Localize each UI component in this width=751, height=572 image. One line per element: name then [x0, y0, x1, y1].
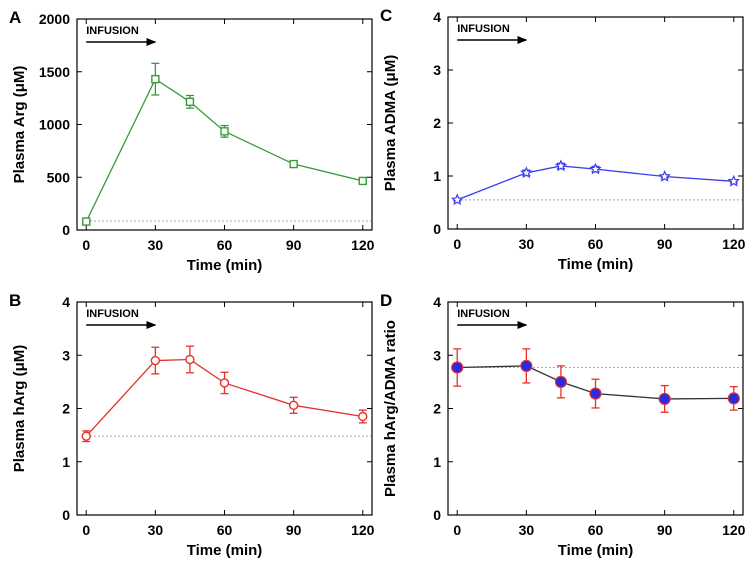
- x-tick-label: 0: [453, 522, 461, 538]
- plot-frame: [76, 18, 373, 231]
- y-tick-label: 2: [433, 401, 441, 417]
- data-point: [520, 166, 533, 179]
- y-axis-label: Plasma hArg/ADMA ratio: [382, 320, 399, 497]
- x-tick-label: 0: [82, 237, 90, 253]
- data-point: [185, 354, 195, 365]
- data-point: [554, 159, 568, 172]
- x-tick-label: 60: [588, 236, 604, 252]
- x-tick-label: 90: [286, 237, 302, 253]
- x-tick-label: 30: [519, 236, 535, 252]
- x-axis-label: Time (min): [187, 542, 263, 559]
- y-tick-label: 1500: [39, 64, 70, 80]
- x-axis-label: Time (min): [187, 257, 263, 274]
- series-line: [85, 78, 363, 222]
- y-tick-label: 2: [433, 115, 441, 131]
- data-point: [358, 176, 367, 186]
- x-tick-label: 0: [453, 236, 461, 252]
- data-point: [288, 400, 299, 411]
- infusion-label: INFUSION: [86, 25, 139, 37]
- y-axis-label: Plasma ADMA (μM): [382, 55, 399, 191]
- x-tick-label: 60: [217, 237, 233, 253]
- x-tick-label: 120: [351, 237, 375, 253]
- x-tick-label: 30: [519, 522, 535, 538]
- panel-a: A 0 500 1000 1500 2000 0 30 60 90 120 Time (min) Pla…: [9, 8, 375, 274]
- x-tick-label: 90: [657, 236, 673, 252]
- y-tick-label: 3: [62, 347, 70, 363]
- data-point: [451, 193, 464, 206]
- data-point: [358, 411, 368, 422]
- data-point: [289, 159, 298, 169]
- data-point: [185, 97, 195, 107]
- x-tick-label: 30: [148, 237, 164, 253]
- x-tick-label: 90: [286, 522, 302, 538]
- data-point: [727, 392, 740, 405]
- data-point: [81, 431, 91, 441]
- y-axis-label: Plasma hArg (μM): [11, 345, 28, 473]
- y-tick-label: 0: [433, 507, 441, 523]
- plot-frame: [447, 16, 744, 230]
- data-point: [589, 162, 602, 175]
- x-tick-label: 0: [82, 522, 90, 538]
- x-tick-label: 120: [722, 236, 746, 252]
- panel-c: C 0 1 2 3 4 0 30 60 90 120 Time (min) Plasma ADMA (μ…: [380, 6, 746, 273]
- data-point: [554, 375, 568, 388]
- x-tick-label: 120: [351, 522, 375, 538]
- series-line: [85, 358, 363, 437]
- panel-b: B 0 1 2 3 4 0 30 60 90 120 Time (min) Plasma hArg (μ…: [9, 291, 375, 559]
- y-tick-label: 2: [62, 401, 70, 417]
- data-point: [658, 392, 671, 406]
- x-tick-label: 30: [148, 522, 164, 538]
- y-tick-label: 4: [433, 9, 441, 25]
- data-point: [219, 378, 230, 388]
- plot-frame: [76, 301, 373, 516]
- y-tick-label: 0: [62, 507, 70, 523]
- y-tick-label: 4: [433, 294, 441, 310]
- x-tick-label: 120: [722, 522, 746, 538]
- series-line: [457, 365, 734, 400]
- y-tick-label: 0: [433, 221, 441, 237]
- panel-label: A: [9, 8, 21, 27]
- x-axis-label: Time (min): [558, 256, 634, 273]
- infusion-label: INFUSION: [86, 308, 139, 320]
- infusion-label: INFUSION: [457, 308, 510, 320]
- y-axis-label: Plasma Arg (μM): [11, 66, 28, 184]
- y-tick-label: 1: [62, 454, 70, 470]
- y-tick-label: 1: [433, 168, 441, 184]
- panel-label: B: [9, 291, 21, 310]
- y-tick-label: 2000: [39, 11, 70, 27]
- panel-label: C: [380, 6, 392, 25]
- data-point: [658, 170, 671, 182]
- x-tick-label: 60: [217, 522, 233, 538]
- data-point: [451, 361, 464, 374]
- series-line: [456, 165, 734, 201]
- y-tick-label: 3: [433, 62, 441, 78]
- infusion-label: INFUSION: [457, 23, 510, 35]
- y-tick-label: 3: [433, 347, 441, 363]
- x-tick-label: 60: [588, 522, 604, 538]
- data-point: [727, 174, 740, 187]
- data-point: [589, 387, 602, 400]
- panel-d: D 0 1 2 3 4 0 30 60 90 120 Time (min) Plasma hArg/AD…: [380, 291, 746, 559]
- data-point: [82, 217, 91, 226]
- data-point: [151, 74, 160, 84]
- y-tick-label: 1000: [39, 117, 70, 133]
- data-point: [520, 359, 533, 372]
- data-point: [220, 127, 229, 136]
- x-axis-label: Time (min): [558, 542, 634, 559]
- y-tick-label: 500: [47, 169, 71, 185]
- y-tick-label: 4: [62, 294, 70, 310]
- y-tick-label: 1: [433, 454, 441, 470]
- y-tick-label: 0: [62, 222, 70, 238]
- panel-label: D: [380, 291, 392, 310]
- data-point: [150, 355, 161, 366]
- x-tick-label: 90: [657, 522, 673, 538]
